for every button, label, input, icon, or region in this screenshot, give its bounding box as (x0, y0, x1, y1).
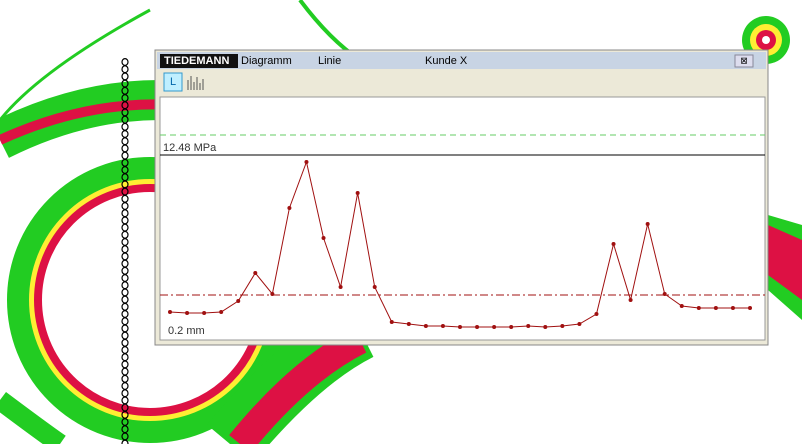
chain-link (122, 66, 128, 73)
chain-link (122, 289, 128, 296)
chain-link (122, 195, 128, 202)
chain-link (122, 275, 128, 282)
data-point (731, 306, 735, 310)
chain-link (122, 318, 128, 325)
chain-link (122, 375, 128, 382)
data-point (236, 299, 240, 303)
chain-link (122, 239, 128, 246)
data-point (543, 325, 547, 329)
data-point (560, 324, 564, 328)
chain-link (122, 368, 128, 375)
chain-link (122, 73, 128, 80)
data-point (629, 298, 633, 302)
data-point (322, 236, 326, 240)
menu-item[interactable]: Kunde X (425, 55, 468, 67)
data-point (475, 325, 479, 329)
data-point (714, 306, 718, 310)
data-point (407, 322, 411, 326)
data-point (373, 285, 377, 289)
chain-link (122, 361, 128, 368)
plot-area (160, 97, 765, 340)
data-point (509, 325, 513, 329)
chain-link (122, 397, 128, 404)
data-point (577, 322, 581, 326)
data-point (219, 310, 223, 314)
menu-item[interactable]: Diagramm (241, 55, 292, 67)
data-point (594, 312, 598, 316)
data-point (492, 325, 496, 329)
reference-label: 0.2 mm (168, 325, 205, 337)
chain-link (122, 296, 128, 303)
data-point (339, 285, 343, 289)
chain-link (122, 303, 128, 310)
chain-link (122, 224, 128, 231)
chain-link (122, 145, 128, 152)
chain-link (122, 131, 128, 138)
data-point (304, 160, 308, 164)
chain-link (122, 325, 128, 332)
data-point (680, 304, 684, 308)
chain-link (122, 231, 128, 238)
data-point (356, 191, 360, 195)
chain-link (122, 267, 128, 274)
data-point (168, 310, 172, 314)
chain-link (122, 282, 128, 289)
data-point (390, 320, 394, 324)
data-point (202, 311, 206, 315)
chain (122, 59, 128, 444)
data-point (253, 271, 257, 275)
close-icon: ⊠ (740, 55, 748, 65)
data-point (458, 325, 462, 329)
chain-link (122, 311, 128, 318)
chain-link (122, 152, 128, 159)
chain-link (122, 383, 128, 390)
data-point (185, 311, 189, 315)
chain-link (122, 217, 128, 224)
data-point (424, 324, 428, 328)
data-point (270, 292, 274, 296)
toolbar-label: L (170, 76, 176, 88)
chain-link (122, 260, 128, 267)
screen: TIEDEMANN Diagramm Linie Kunde X ⊠ L 12.… (0, 0, 802, 444)
chain-link (122, 332, 128, 339)
data-point (697, 306, 701, 310)
chain-link (122, 253, 128, 260)
data-point (526, 324, 530, 328)
chain-link (122, 390, 128, 397)
data-point (748, 306, 752, 310)
chain-link (122, 354, 128, 361)
chain-link (122, 210, 128, 217)
logo: TIEDEMANN (164, 55, 229, 67)
chain-link (122, 59, 128, 66)
chain-link (122, 203, 128, 210)
chain-link (122, 138, 128, 145)
chain-link (122, 339, 128, 346)
data-point (646, 222, 650, 226)
chain-link (122, 440, 128, 444)
chain-link (122, 246, 128, 253)
data-point (441, 324, 445, 328)
data-point (663, 292, 667, 296)
chain-link (122, 347, 128, 354)
data-point (612, 242, 616, 246)
chain-link (122, 123, 128, 130)
reference-label: 12.48 MPa (163, 142, 217, 154)
menu-item[interactable]: Linie (318, 55, 341, 67)
data-point (287, 206, 291, 210)
